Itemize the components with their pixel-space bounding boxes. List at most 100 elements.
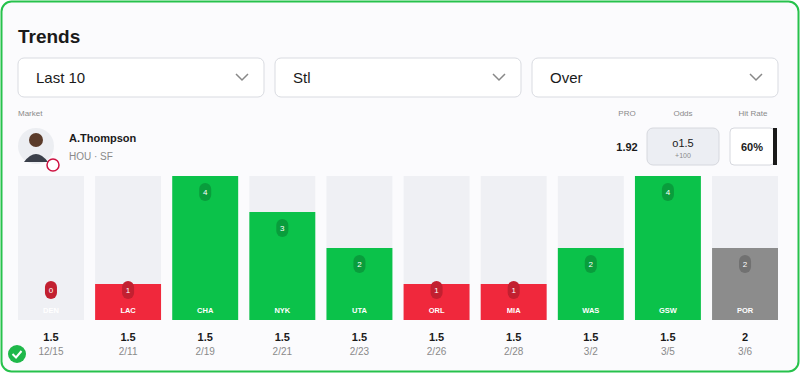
bar-track (172, 176, 238, 320)
value-badge (508, 281, 520, 299)
dropdown-label[interactable]: Over (550, 69, 583, 86)
date-label: 2/11 (119, 346, 138, 357)
data-label: 0 (49, 286, 54, 295)
data-label: 3 (280, 224, 285, 233)
filter-dropdown[interactable]: Over (532, 58, 778, 97)
hit-rate-value: 60% (741, 141, 763, 153)
line-label: 1.5 (583, 331, 598, 343)
bar-track (249, 176, 315, 320)
player-avatar (18, 128, 54, 164)
line-label: 1.5 (275, 331, 290, 343)
line-label: 1.5 (43, 331, 58, 343)
dropdown-label[interactable]: Last 10 (36, 69, 85, 86)
odds-line[interactable]: o1.5 (672, 137, 693, 149)
category-label: POR (737, 306, 754, 315)
value-badge (353, 255, 365, 273)
player-avatar-head (29, 133, 43, 147)
category-label: GSW (659, 306, 678, 315)
bar-track (18, 176, 84, 320)
value-badge (431, 281, 443, 299)
category-label: DEN (43, 306, 59, 315)
date-label: 2/23 (350, 346, 370, 357)
value-badge (739, 255, 751, 273)
bar (481, 284, 547, 320)
date-label: 2/19 (195, 346, 215, 357)
date-label: 12/15 (38, 346, 63, 357)
line-label: 1.5 (198, 331, 213, 343)
hit-rate-box (730, 128, 774, 165)
bar (18, 320, 84, 321)
category-label: MIA (507, 306, 521, 315)
dropdown-box[interactable] (275, 58, 521, 97)
bar (326, 248, 392, 320)
date-label: 3/2 (584, 346, 598, 357)
check-icon (8, 345, 26, 363)
data-label: 4 (203, 188, 208, 197)
bar (712, 248, 778, 320)
tracks (18, 176, 778, 320)
date-label: 2/21 (273, 346, 293, 357)
player-name: A.Thompson (69, 132, 136, 144)
bar-track (635, 176, 701, 320)
line-label: 2 (742, 331, 748, 343)
dropdown-box[interactable] (18, 58, 264, 97)
bar (635, 176, 701, 320)
data-label: 2 (743, 260, 748, 269)
bar-track (404, 176, 470, 320)
data-label: 2 (357, 260, 362, 269)
value-badge (122, 281, 134, 299)
column-header: Hit Rate (739, 109, 768, 118)
card-border (2, 2, 799, 372)
data-label: 1 (434, 286, 439, 295)
bar-track (558, 176, 624, 320)
bar-track (326, 176, 392, 320)
bar-track (481, 176, 547, 320)
value-badge (585, 255, 597, 273)
category-label: LAC (120, 306, 136, 315)
dropdown-label[interactable]: Stl (293, 69, 311, 86)
line-label: 1.5 (352, 331, 367, 343)
bar (404, 284, 470, 320)
line-label: 1.5 (120, 331, 135, 343)
date-label: 2/28 (504, 346, 524, 357)
title: Trends (18, 26, 80, 47)
labels: 0DEN1.512/151LAC1.52/114CHA1.52/193NYK1.… (38, 183, 753, 357)
filter-dropdown[interactable]: Last 10 (18, 58, 264, 97)
category-label: NYK (274, 306, 290, 315)
bar (558, 248, 624, 320)
category-label: ORL (429, 306, 445, 315)
bar-track (95, 176, 161, 320)
dropdown-chevron[interactable] (750, 74, 762, 80)
player-avatar-body (24, 154, 48, 162)
line-label: 1.5 (429, 331, 444, 343)
line-label: 1.5 (660, 331, 675, 343)
bar (172, 176, 238, 320)
data-label: 1 (511, 286, 516, 295)
data-label: 4 (666, 188, 671, 197)
date-label: 3/6 (738, 346, 752, 357)
market-label: Market (18, 109, 43, 118)
filter-dropdown[interactable]: Stl (275, 58, 521, 97)
dropdown-chevron[interactable] (236, 74, 248, 80)
odds-price[interactable]: +100 (675, 152, 691, 159)
date-label: 2/26 (427, 346, 447, 357)
line-label: 1.5 (506, 331, 521, 343)
column-header: Odds (673, 109, 692, 118)
player-team: HOU · SF (69, 151, 113, 162)
dropdown-box[interactable] (532, 58, 778, 97)
date-label: 3/5 (661, 346, 675, 357)
hit-rate-accent (773, 128, 777, 165)
bar (249, 212, 315, 320)
value-badge (45, 281, 57, 299)
odds-box[interactable] (647, 128, 719, 165)
value-badge (199, 183, 211, 201)
category-label: UTA (352, 306, 367, 315)
category-label: WAS (582, 306, 599, 315)
check-icon-tick (13, 351, 22, 358)
dropdown-chevron[interactable] (493, 74, 505, 80)
column-header: PRO (618, 109, 635, 118)
pro-value: 1.92 (616, 141, 637, 153)
bars (95, 176, 778, 320)
team-logo (47, 159, 59, 171)
value-badge (662, 183, 674, 201)
